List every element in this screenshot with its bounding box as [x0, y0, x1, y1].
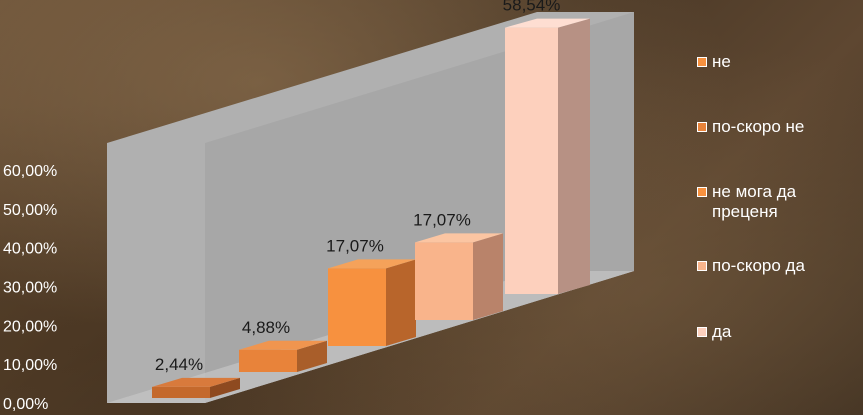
data-labels: 2,44% 4,88% 17,07% 17,07% 58,54% [155, 0, 560, 374]
data-label: 2,44% [155, 355, 203, 374]
legend-swatch [697, 327, 707, 337]
data-label: 17,07% [326, 236, 384, 255]
bar-side [210, 377, 240, 398]
bar-1 [152, 377, 240, 398]
legend-swatch [697, 57, 707, 67]
bar-top [239, 340, 327, 350]
legend-swatch [697, 122, 707, 132]
bar-2 [239, 340, 327, 372]
bar-front [239, 349, 297, 372]
data-label: 4,88% [242, 318, 290, 337]
data-label: 58,54% [503, 0, 561, 15]
y-tick-label: 40,00% [3, 241, 57, 258]
bar-top [328, 259, 416, 269]
bars [152, 18, 590, 398]
3d-column-chart: 0,00% 10,00% 20,00% 30,00% 40,00% 50,00% 60,00… [3, 0, 634, 413]
bar-top [505, 18, 590, 28]
y-tick-label: 50,00% [3, 202, 57, 219]
bar-side [473, 233, 503, 320]
legend-label: да [712, 322, 732, 341]
bar-top [415, 233, 503, 243]
bar-5 [505, 18, 590, 294]
legend-label: не мога да преценя [712, 182, 797, 221]
legend-label: не [712, 52, 731, 71]
legend-swatch [697, 261, 707, 271]
legend-swatch [697, 187, 707, 197]
legend: не по-скоро не не мога да преценя по-скоро … [697, 0, 863, 415]
bar-top [152, 377, 240, 387]
bar-front [415, 242, 473, 320]
bar-side [386, 259, 416, 346]
data-label: 17,07% [413, 210, 471, 229]
bar-front [328, 268, 386, 346]
bar-side [558, 18, 590, 294]
y-tick-label: 10,00% [3, 357, 57, 374]
y-tick-label: 20,00% [3, 318, 57, 335]
bar-4 [415, 233, 503, 320]
y-tick-label: 60,00% [3, 163, 57, 180]
bar-3 [328, 259, 416, 346]
y-axis: 0,00% 10,00% 20,00% 30,00% 40,00% 50,00% 60,00… [3, 163, 57, 413]
bar-side [297, 340, 327, 372]
legend-label: по-скоро да [712, 256, 805, 275]
bar-front [505, 27, 558, 294]
bar-front [152, 386, 210, 398]
y-tick-label: 0,00% [3, 396, 48, 413]
y-tick-label: 30,00% [3, 280, 57, 297]
legend-label: по-скоро не [712, 117, 805, 136]
